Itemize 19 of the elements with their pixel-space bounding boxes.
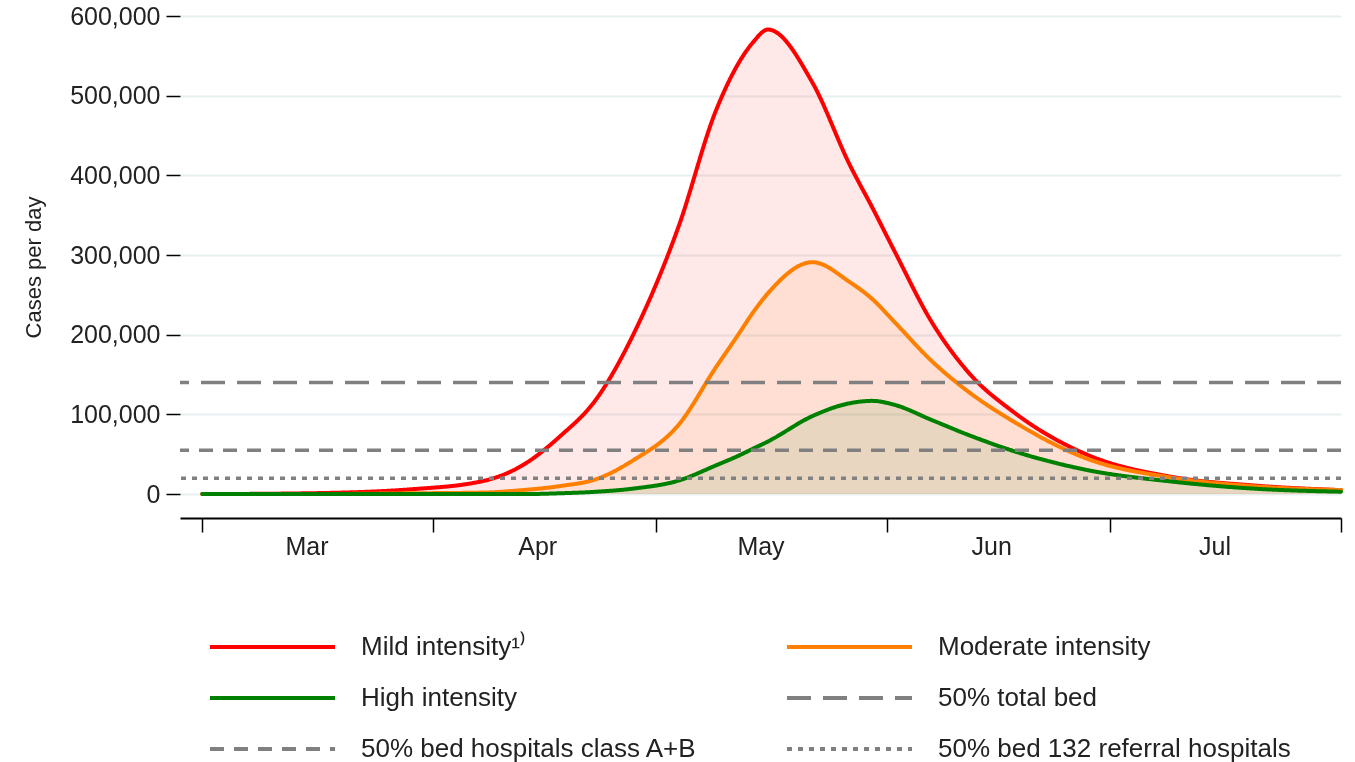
y-tick-label: 600,000 <box>70 1 161 30</box>
legend-label: 50% bed 132 referral hospitals <box>938 733 1291 762</box>
legend-label: High intensity <box>361 682 518 712</box>
legend-label: 50% bed hospitals class A+B <box>361 733 696 762</box>
x-tick-label: Mar <box>285 531 329 560</box>
y-tick-label: 0 <box>146 479 161 508</box>
legend-label: Moderate intensity <box>938 631 1151 661</box>
y-tick-label: 300,000 <box>70 240 161 269</box>
y-tick-label: 400,000 <box>70 160 161 189</box>
y-tick-label: 200,000 <box>70 320 161 349</box>
y-axis-title: Cases per day <box>21 196 47 339</box>
legend-label: Mild intensity¹⁾ <box>361 631 526 661</box>
x-tick-label: May <box>737 531 786 560</box>
y-tick-label: 500,000 <box>70 81 161 110</box>
y-tick-label: 100,000 <box>70 399 161 428</box>
legend-label: 50% total bed <box>938 682 1098 712</box>
x-tick-label: Apr <box>518 531 558 560</box>
x-tick-label: Jun <box>971 531 1012 560</box>
x-tick-label: Jul <box>1199 531 1231 560</box>
